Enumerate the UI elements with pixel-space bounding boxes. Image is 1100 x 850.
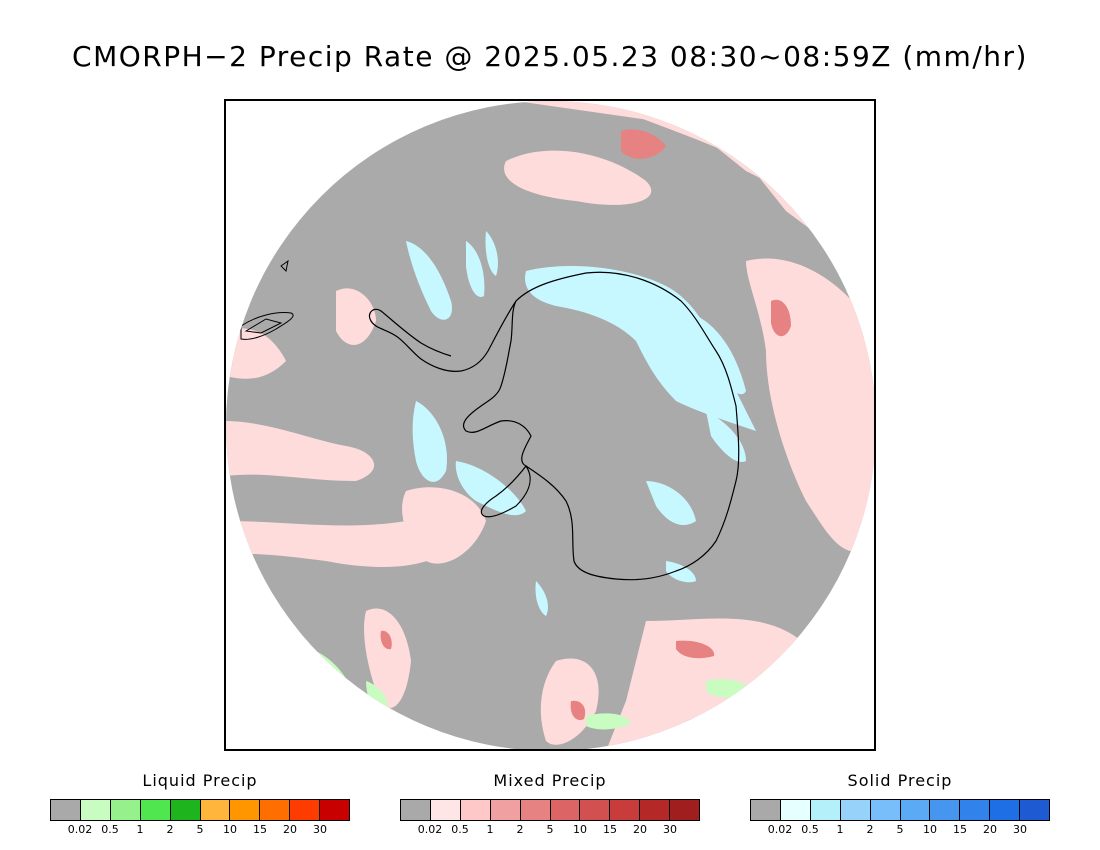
legend-tick-label: 5 [896, 823, 904, 836]
legend-title: Mixed Precip [493, 771, 607, 790]
map-title: CMORPH−2 Precip Rate @ 2025.05.23 08:30~… [72, 40, 1028, 73]
legend-swatch [640, 800, 671, 820]
legend-swatch [780, 800, 811, 820]
legend-swatch [170, 800, 201, 820]
legend-swatch [430, 800, 461, 820]
legend-title: Solid Precip [847, 771, 953, 790]
legend-tick-label: 2 [166, 823, 174, 836]
legend-swatch [230, 800, 261, 820]
legend-swatch [670, 800, 700, 820]
legend-swatch [550, 800, 581, 820]
legend-tick-label: 15 [603, 823, 617, 836]
legend-tick-label: 5 [196, 823, 204, 836]
legend-tick-label: 2 [866, 823, 874, 836]
legend-swatch [840, 800, 871, 820]
legend-swatch [140, 800, 171, 820]
antarctic-peninsula-coastline [368, 300, 517, 372]
legend-liquid-precip: Liquid Precip 0.02 0.5 1 2 5 10 15 20 30 [50, 771, 350, 841]
legend-tick-label: 2 [516, 823, 524, 836]
legend-tick-label: 0.5 [101, 823, 119, 836]
mixed-heavy-areas [380, 129, 791, 721]
legend-title: Liquid Precip [142, 771, 258, 790]
legend-tick-label: 15 [253, 823, 267, 836]
legend-tick-label: 15 [953, 823, 967, 836]
legend-tick-label: 20 [983, 823, 997, 836]
legend-tick-label: 20 [633, 823, 647, 836]
color-scale [400, 799, 700, 821]
legend-solid-precip: Solid Precip 0.02 0.5 1 2 5 10 15 20 30 [750, 771, 1050, 841]
legend-tick-label: 30 [313, 823, 327, 836]
legend-swatch [490, 800, 521, 820]
legend-tick-label: 1 [836, 823, 844, 836]
legend-tick-label: 10 [923, 823, 937, 836]
legend-swatch [460, 800, 491, 820]
legend-swatch [520, 800, 551, 820]
legend-tick-label: 0.02 [767, 823, 793, 836]
legend-tick-label: 0.02 [67, 823, 93, 836]
legend-swatch [930, 800, 961, 820]
legend-tick-label: 10 [223, 823, 237, 836]
legend-swatch [900, 800, 931, 820]
map-disk [226, 101, 874, 749]
legend-swatch [990, 800, 1021, 820]
ross-ice-coastline [480, 464, 531, 518]
legend-swatch [960, 800, 991, 820]
tick-labels: 0.02 0.5 1 2 5 10 15 20 30 [750, 823, 1050, 837]
legend-swatch [80, 800, 111, 820]
legend-tick-label: 20 [283, 823, 297, 836]
solid-precip-areas [406, 231, 756, 616]
antarctica-coastline [462, 271, 740, 581]
legend-tick-label: 0.5 [801, 823, 819, 836]
legend-swatch [51, 800, 81, 820]
legend-swatch [751, 800, 781, 820]
legend-swatch [870, 800, 901, 820]
legend-tick-label: 1 [486, 823, 494, 836]
legend-swatch [200, 800, 231, 820]
tick-labels: 0.02 0.5 1 2 5 10 15 20 30 [400, 823, 700, 837]
legend-swatch [260, 800, 291, 820]
polar-precip-map [226, 101, 874, 749]
tick-labels: 0.02 0.5 1 2 5 10 15 20 30 [50, 823, 350, 837]
legend-swatch [401, 800, 431, 820]
color-scale [750, 799, 1050, 821]
legend-swatch [1020, 800, 1050, 820]
polar-map-frame [224, 99, 876, 751]
legend-swatch [290, 800, 321, 820]
legend-tick-label: 1 [136, 823, 144, 836]
legend-swatch [580, 800, 611, 820]
legend-swatch [610, 800, 641, 820]
legend-tick-label: 0.5 [451, 823, 469, 836]
legend-tick-label: 10 [573, 823, 587, 836]
legend-swatch [810, 800, 841, 820]
legend-tick-label: 30 [1013, 823, 1027, 836]
legend-tick-label: 30 [663, 823, 677, 836]
mixed-precip-areas [226, 101, 874, 749]
legend-tick-label: 5 [546, 823, 554, 836]
legend-tick-label: 0.02 [417, 823, 443, 836]
south-america-tip-coastline [240, 312, 294, 340]
legend-swatch [110, 800, 141, 820]
south-georgia-coastline [280, 259, 289, 273]
color-scale [50, 799, 350, 821]
legend-mixed-precip: Mixed Precip 0.02 0.5 1 2 5 10 15 20 30 [400, 771, 700, 841]
legend-swatch [320, 800, 350, 820]
